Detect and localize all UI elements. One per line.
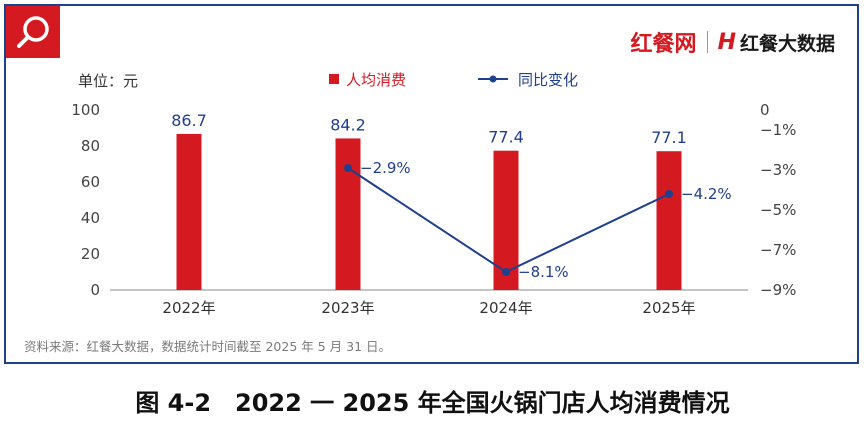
y-right-axis: 0 −1% −3% −5% −7% −9% — [760, 101, 796, 299]
brand-secondary-group: H 红餐大数据 — [718, 29, 835, 56]
bar-data-label: 84.2 — [330, 115, 366, 134]
magnifier-icon — [17, 16, 49, 48]
legend: 人均消费 同比变化 — [329, 71, 578, 89]
y-left-tick-label: 80 — [81, 137, 100, 155]
bar — [656, 151, 682, 290]
bar-data-label: 77.4 — [488, 128, 524, 147]
legend-bar-swatch — [329, 74, 339, 84]
legend-bar-label: 人均消费 — [346, 71, 406, 89]
line-data-label: −8.1% — [518, 263, 569, 281]
brand-divider — [706, 31, 708, 53]
combo-chart: 单位：元 人均消费 同比变化 0 20 40 60 80 100 0 −1% −3% −5% −7… — [71, 71, 796, 317]
brand-secondary: 红餐大数据 — [739, 32, 835, 55]
y-right-tick-label: 0 — [760, 101, 770, 119]
line-point — [344, 164, 352, 172]
brand-primary: 红餐网 — [630, 32, 697, 57]
bar — [335, 138, 361, 290]
legend-line-label: 同比变化 — [518, 71, 578, 89]
brand-h-icon: H — [717, 29, 736, 55]
corner-logo — [6, 6, 60, 58]
bar-data-label: 86.7 — [171, 111, 207, 130]
x-tick-label: 2025年 — [642, 299, 695, 317]
legend-line-marker — [489, 75, 497, 83]
bar — [176, 133, 202, 290]
y-left-tick-label: 40 — [81, 209, 100, 227]
line-point — [502, 268, 510, 276]
source-note: 资料来源：红餐大数据，数据统计时间截至 2025 年 5 月 31 日。 — [24, 339, 392, 354]
y-right-tick-label: −5% — [760, 201, 796, 219]
brand-logo: 红餐网 H 红餐大数据 — [631, 26, 835, 58]
line-data-label: −4.2% — [681, 185, 732, 203]
y-right-tick-label: −9% — [760, 281, 796, 299]
x-tick-label: 2022年 — [162, 299, 215, 317]
y-left-axis: 0 20 40 60 80 100 — [71, 101, 100, 299]
x-tick-label: 2024年 — [479, 299, 532, 317]
y-left-tick-label: 60 — [81, 173, 100, 191]
line-data-label: −2.9% — [360, 159, 411, 177]
bar-series: 86.7 84.2 77.4 77.1 — [171, 111, 687, 290]
y-right-tick-label: −3% — [760, 161, 796, 179]
y-left-tick-label: 100 — [71, 101, 100, 119]
y-left-tick-label: 20 — [81, 245, 100, 263]
x-axis: 2022年 2023年 2024年 2025年 — [162, 299, 695, 317]
line-series: −2.9% −8.1% −4.2% — [344, 159, 732, 281]
y-right-tick-label: −1% — [760, 121, 796, 139]
y-left-tick-label: 0 — [90, 281, 100, 299]
bar-data-label: 77.1 — [651, 128, 687, 147]
y-right-tick-label: −7% — [760, 241, 796, 259]
figure-caption: 图 4-2 2022 一 2025 年全国火锅门店人均消费情况 — [135, 389, 730, 417]
unit-label: 单位：元 — [78, 72, 138, 90]
x-tick-label: 2023年 — [321, 299, 374, 317]
line-point — [665, 190, 673, 198]
chart-frame: 红餐网 H 红餐大数据 — [4, 4, 859, 364]
